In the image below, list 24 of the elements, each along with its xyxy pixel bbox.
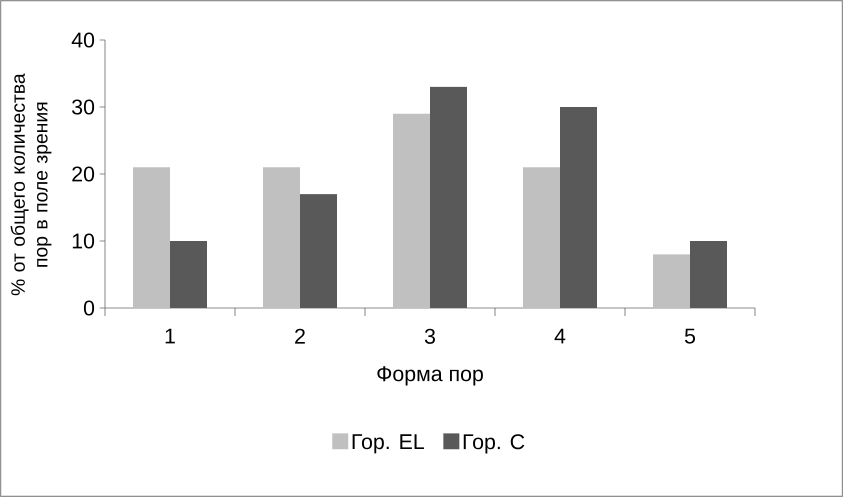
bar xyxy=(300,194,338,308)
x-tick-label: 2 xyxy=(295,328,305,344)
bar xyxy=(430,86,467,308)
y-tick-label: 0 xyxy=(84,300,94,316)
y-tick-label: 40 xyxy=(72,32,94,48)
bar xyxy=(393,114,430,308)
bar xyxy=(560,107,597,308)
legend-label: Гор. EL xyxy=(352,434,424,454)
bar xyxy=(170,241,208,308)
x-tick-label: 5 xyxy=(684,328,696,344)
y-tick-label: 20 xyxy=(72,166,94,182)
legend-label: Гор. C xyxy=(464,434,524,454)
x-tick-label: 3 xyxy=(424,328,435,344)
bar xyxy=(690,241,727,308)
bar xyxy=(133,167,170,308)
bar xyxy=(653,254,690,308)
y-tick-label: 30 xyxy=(72,99,94,115)
bar xyxy=(263,167,300,308)
y-axis-title: % от общего количества пор в поле зрения xyxy=(10,73,52,296)
x-axis-title: Форма пор xyxy=(377,366,483,386)
x-tick-label: 1 xyxy=(166,328,175,344)
x-tick-label: 4 xyxy=(554,328,566,344)
y-tick-label: 10 xyxy=(72,233,94,249)
bar xyxy=(523,167,560,308)
